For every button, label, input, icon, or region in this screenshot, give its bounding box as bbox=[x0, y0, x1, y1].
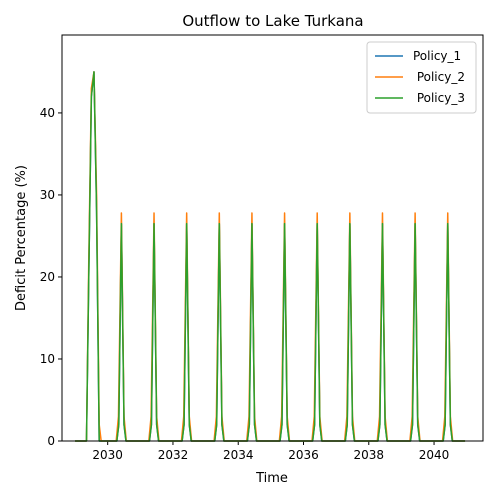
y-axis: 0 10 20 30 40 bbox=[40, 106, 62, 448]
x-tick-label: 2040 bbox=[419, 448, 450, 462]
legend-label-3: Policy_3 bbox=[413, 91, 465, 105]
x-axis: 2030 2032 2034 2036 2038 2040 bbox=[92, 441, 449, 462]
y-tick-label: 20 bbox=[40, 270, 55, 284]
x-tick-label: 2036 bbox=[288, 448, 319, 462]
y-tick-label: 40 bbox=[40, 106, 55, 120]
chart-title: Outflow to Lake Turkana bbox=[182, 12, 363, 30]
x-tick-label: 2038 bbox=[354, 448, 385, 462]
series-line-3 bbox=[75, 71, 466, 442]
legend-box bbox=[366, 41, 477, 114]
x-axis-label: Time bbox=[255, 471, 288, 486]
series-line-2 bbox=[75, 71, 466, 442]
legend-label-2: Policy_2 bbox=[413, 70, 465, 84]
x-tick-label: 2034 bbox=[223, 448, 254, 462]
x-tick-label: 2032 bbox=[158, 448, 189, 462]
legend: Policy_1 Policy_2 Policy_3 bbox=[366, 41, 477, 114]
y-axis-label: Deficit Percentage (%) bbox=[14, 165, 29, 311]
series-layer bbox=[75, 71, 466, 442]
y-tick-label: 0 bbox=[47, 434, 55, 448]
legend-label-1: Policy_1 bbox=[413, 49, 461, 63]
y-tick-label: 10 bbox=[40, 352, 55, 366]
y-tick-label: 30 bbox=[40, 188, 55, 202]
x-tick-label: 2030 bbox=[92, 448, 123, 462]
plot-frame bbox=[61, 34, 484, 442]
series-line-1 bbox=[75, 71, 466, 442]
